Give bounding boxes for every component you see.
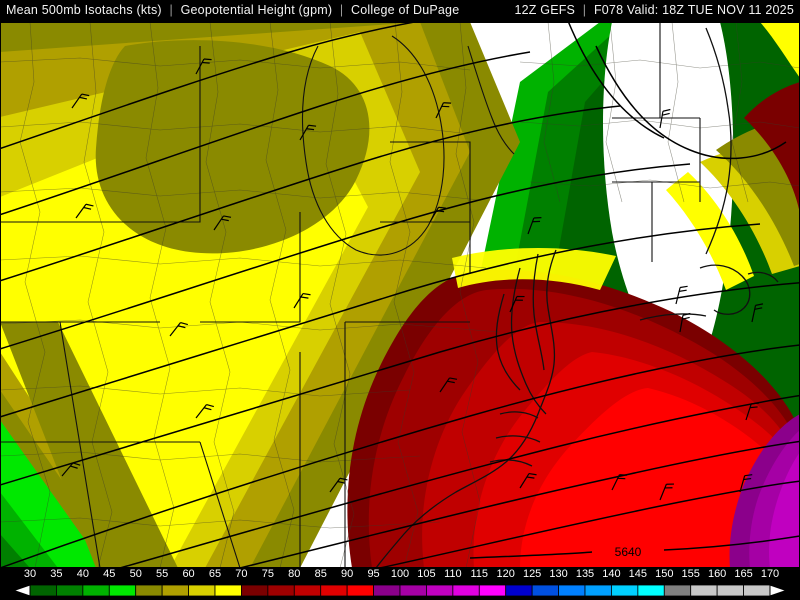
legend-swatch[interactable] [663, 584, 692, 597]
legend-swatch[interactable] [29, 584, 57, 597]
legend-tick-label: 85 [314, 568, 327, 580]
legend-swatch[interactable] [214, 584, 242, 597]
legend-swatch[interactable] [478, 584, 507, 597]
color-scale-legend[interactable]: 30 35 40 45 50 55 60 65 70 75 80 85 90 95 100 105 110 115… [0, 568, 800, 600]
legend-over-arrow [769, 584, 788, 597]
legend-tick-label: 115 [470, 568, 489, 580]
legend-tick-label: 70 [235, 568, 248, 580]
legend-swatch[interactable] [399, 584, 427, 597]
legend-swatch[interactable] [690, 584, 718, 597]
legend-swatch[interactable] [161, 584, 189, 597]
legend-swatch[interactable] [373, 584, 401, 597]
isotach-fill-layer [0, 22, 800, 568]
legend-tick-label: 100 [390, 568, 410, 580]
legend-swatch[interactable] [135, 584, 163, 597]
height-contour-layer [0, 22, 800, 568]
county-border-layer [0, 22, 800, 568]
legend-swatch[interactable] [82, 584, 110, 597]
header-model-run-label: 12Z GEFS [514, 3, 576, 17]
legend-under-arrow [12, 584, 31, 597]
legend-tick-label: 60 [182, 568, 195, 580]
legend-tick-label: 110 [444, 568, 462, 580]
header-separator-2: | [339, 3, 344, 17]
legend-tick-label: 135 [575, 568, 595, 580]
legend-swatch[interactable] [716, 584, 744, 597]
legend-tick-label: 45 [103, 568, 116, 580]
legend-tick-label: 130 [549, 568, 568, 580]
legend-swatch[interactable] [346, 584, 374, 597]
legend-tick-label: 140 [602, 568, 621, 580]
legend-tick-labels: 30 35 40 45 50 55 60 65 70 75 80 85 90 95 100 105 110 115… [0, 568, 800, 582]
header-bar: Mean 500mb Isotachs (kts) | Geopotential… [0, 0, 800, 22]
legend-swatch[interactable] [426, 584, 454, 597]
legend-tick-label: 40 [76, 568, 89, 580]
legend-color-bar[interactable] [0, 584, 800, 597]
legend-swatch[interactable] [108, 584, 137, 597]
legend-tick-label: 125 [522, 568, 542, 580]
legend-tick-label: 30 [23, 568, 37, 580]
legend-swatch[interactable] [267, 584, 295, 597]
legend-swatch[interactable] [452, 584, 480, 597]
legend-swatch[interactable] [56, 584, 84, 597]
legend-bar-svg [12, 584, 788, 597]
legend-tick-label: 50 [129, 568, 142, 580]
legend-swatch[interactable] [293, 584, 322, 597]
legend-tick-label: 160 [707, 568, 727, 580]
header-source-label: College of DuPage [351, 3, 460, 17]
legend-swatch[interactable] [611, 584, 639, 597]
state-border-layer [0, 22, 701, 568]
header-separator-1: | [169, 3, 173, 17]
legend-tick-label: 120 [496, 568, 515, 580]
legend-swatch[interactable] [241, 584, 269, 597]
header-valid-time-label: F078 Valid: 18Z TUE NOV 11 2025 [593, 3, 794, 17]
height-contour-label-5640: 5640 [615, 545, 642, 559]
legend-tick-label: 170 [760, 568, 780, 580]
header-separator-3: | [582, 3, 587, 17]
legend-swatch[interactable] [188, 584, 216, 597]
legend-swatch[interactable] [743, 584, 771, 597]
legend-swatch[interactable] [505, 584, 533, 597]
legend-tick-label: 105 [417, 568, 436, 580]
legend-tick-label: 165 [734, 568, 753, 580]
legend-swatch[interactable] [558, 584, 586, 597]
coastline-layer [375, 27, 779, 568]
legend-swatch[interactable] [320, 584, 348, 597]
legend-tick-label: 55 [156, 568, 169, 580]
legend-tick-label: 145 [628, 568, 648, 580]
legend-tick-label: 150 [655, 568, 674, 580]
legend-swatch[interactable] [637, 584, 665, 597]
legend-swatch[interactable] [584, 584, 612, 597]
legend-tick-label: 65 [208, 568, 222, 580]
legend-tick-label: 80 [288, 568, 301, 580]
legend-tick-label: 75 [261, 568, 274, 580]
header-field2-label: Geopotential Height (gpm) [180, 3, 333, 17]
legend-tick-label: 95 [367, 568, 380, 580]
map-svg: 5640 [0, 22, 800, 568]
contour-label-text: 5640 [615, 545, 642, 559]
header-product-label: Mean 500mb Isotachs (kts) [6, 3, 162, 17]
legend-swatch[interactable] [531, 584, 559, 597]
header-left-title: Mean 500mb Isotachs (kts) | Geopotential… [6, 3, 459, 17]
legend-tick-label: 35 [50, 568, 63, 580]
legend-tick-label: 155 [681, 568, 700, 580]
legend-tick-label: 90 [341, 568, 354, 580]
header-right-title: 12Z GEFS | F078 Valid: 18Z TUE NOV 11 20… [514, 3, 794, 17]
isotach-map-canvas[interactable]: 5640 [0, 22, 800, 568]
